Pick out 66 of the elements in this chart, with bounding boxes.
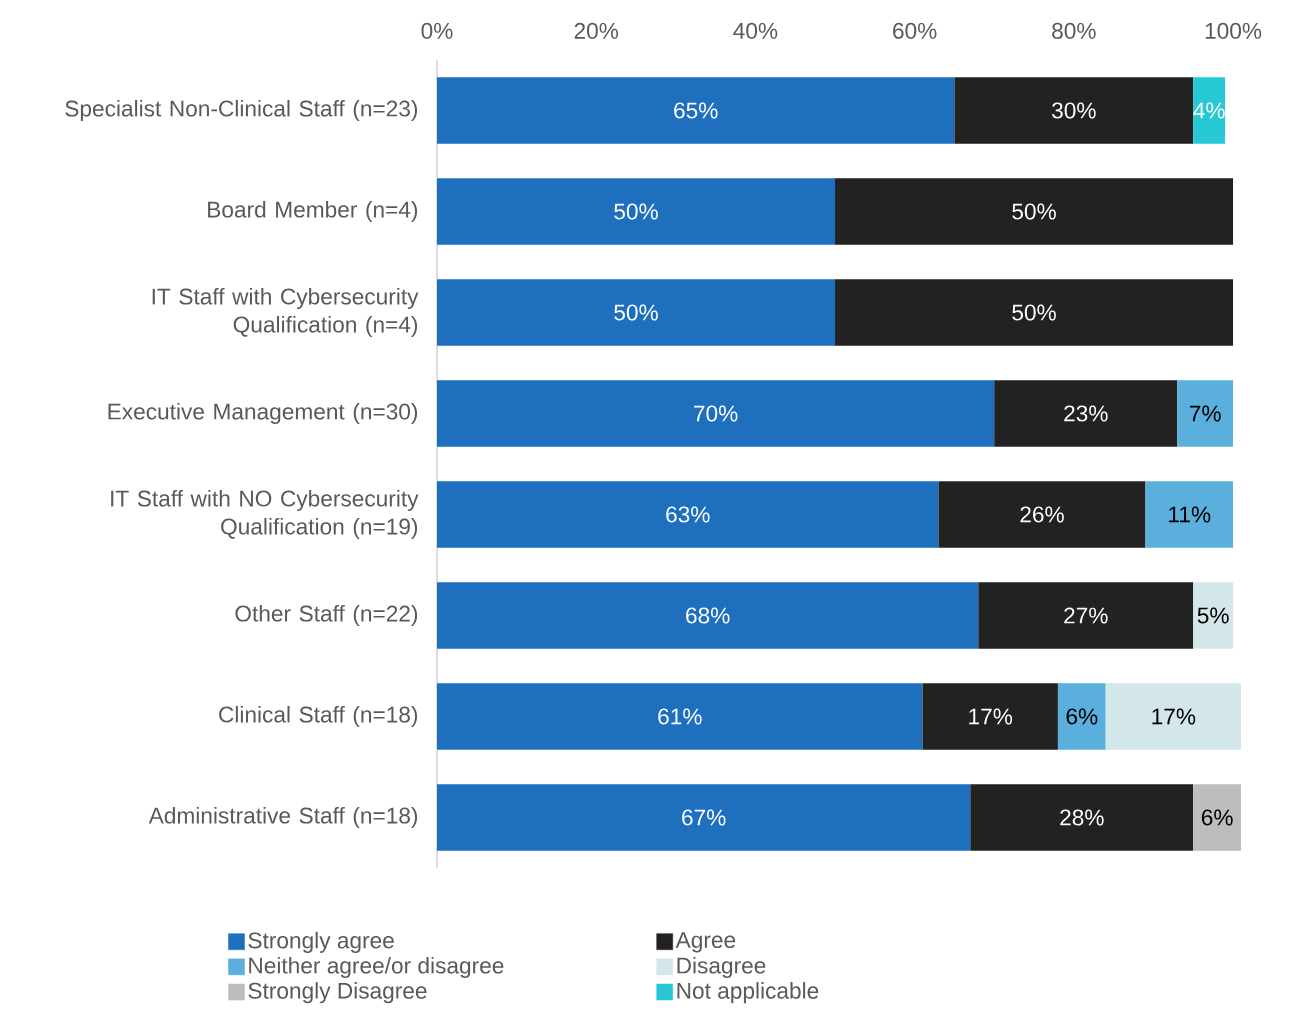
bar — [437, 77, 955, 144]
legend-label: Disagree — [677, 956, 766, 979]
y-tick-label: Executive Management (n=30) — [108, 402, 418, 425]
data-label: 4% — [1193, 102, 1225, 119]
data-label: 27% — [1064, 607, 1108, 624]
bar — [437, 683, 923, 750]
bar — [954, 77, 1194, 144]
data-label: 23% — [1064, 405, 1108, 422]
y-tick-label: IT Staff with Cybersecurity Qualification (n=4) — [152, 287, 419, 338]
data-label: 7% — [1189, 405, 1221, 422]
legend-label: Neither agree/or disagree — [249, 956, 504, 979]
data-label: 30% — [1052, 102, 1096, 119]
bar — [835, 279, 1234, 346]
x-tick-label: 80% — [1052, 22, 1096, 39]
data-label: 6% — [1066, 708, 1098, 725]
bar — [994, 380, 1178, 447]
data-label: 17% — [969, 708, 1013, 725]
bar — [437, 784, 971, 851]
data-label: 26% — [1020, 506, 1064, 523]
data-label: 70% — [694, 405, 738, 422]
x-tick-label: 0% — [421, 22, 453, 39]
data-label: 17% — [1152, 708, 1196, 725]
bar — [1177, 380, 1234, 447]
data-label: 5% — [1197, 607, 1229, 624]
legend-label: Strongly agree — [248, 931, 394, 953]
bar — [835, 178, 1234, 245]
x-tick-label: 40% — [733, 22, 778, 39]
data-label: 6% — [1201, 809, 1233, 826]
bar — [970, 784, 1194, 851]
bar — [437, 178, 836, 245]
x-tick-label: 20% — [574, 22, 619, 39]
y-tick-label: Specialist Non-Clinical Staff (n=23) — [65, 99, 418, 122]
bar — [938, 481, 1146, 548]
data-label: 50% — [1012, 304, 1056, 321]
bar — [978, 582, 1194, 649]
bar — [1057, 683, 1106, 750]
bar — [1193, 784, 1242, 851]
bar — [1105, 683, 1242, 750]
legend-label: Not applicable — [677, 982, 819, 1004]
y-tick-label: IT Staff with NO Cybersecurity Qualification (n=19) — [111, 489, 419, 540]
y-tick-label: Administrative Staff (n=18) — [148, 806, 418, 829]
data-label: 67% — [682, 809, 726, 826]
legend-label: Strongly Disagree — [248, 982, 427, 1004]
data-label: 63% — [666, 506, 710, 523]
bar — [437, 582, 979, 649]
data-label: 50% — [1012, 203, 1056, 220]
x-tick-label: 100% — [1205, 22, 1262, 39]
y-tick-label: Clinical Staff (n=18) — [219, 705, 418, 728]
bar — [922, 683, 1058, 750]
bar — [1193, 582, 1234, 649]
data-label: 65% — [674, 102, 718, 119]
data-label: 50% — [614, 304, 658, 321]
data-label: 11% — [1169, 506, 1211, 523]
y-tick-label: Other Staff (n=22) — [235, 604, 418, 627]
bar — [437, 380, 995, 447]
data-label: 68% — [686, 607, 730, 624]
x-tick-label: 60% — [893, 22, 937, 39]
y-tick-label: Board Member (n=4) — [208, 200, 418, 223]
legend-label: Agree — [675, 932, 736, 953]
data-label: 28% — [1060, 809, 1104, 826]
bar — [437, 481, 939, 548]
data-label: 61% — [658, 708, 702, 725]
bar — [1145, 481, 1234, 548]
bar — [1193, 77, 1226, 144]
data-label: 50% — [614, 203, 658, 220]
bar — [437, 279, 836, 346]
